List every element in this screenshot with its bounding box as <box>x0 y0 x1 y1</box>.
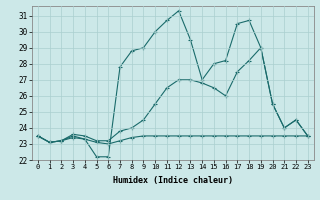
X-axis label: Humidex (Indice chaleur): Humidex (Indice chaleur) <box>113 176 233 185</box>
